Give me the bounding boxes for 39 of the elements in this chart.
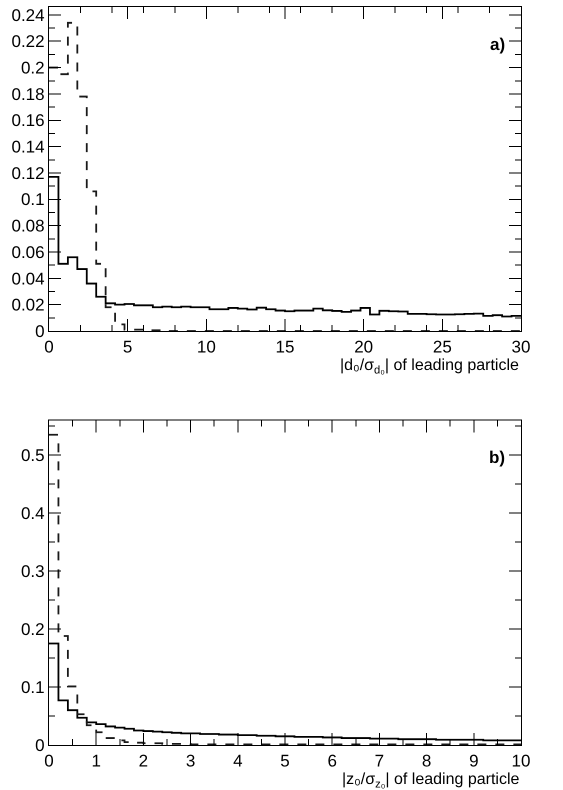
y-tick-label: 0.22 <box>12 32 45 52</box>
y-tick-label: 0.04 <box>12 269 45 288</box>
y-tick-label: 0.08 <box>12 216 45 236</box>
y-tick-label: 0.14 <box>12 138 45 157</box>
y-tick-label: 0.1 <box>20 190 45 210</box>
annotation: a) <box>490 35 506 54</box>
x-tick-label: 4 <box>233 751 243 770</box>
y-tick-label: 0 <box>35 736 45 755</box>
y-tick-label: 0.12 <box>12 164 45 183</box>
y-tick-label: 0.18 <box>12 84 45 104</box>
x-tick-label: 5 <box>122 337 132 356</box>
y-tick-label: 0.2 <box>20 58 45 78</box>
x-axis-title: |d₀/σ$_{d₀}$| of leading particle <box>340 357 520 376</box>
annotation: b) <box>489 448 506 467</box>
y-tick-label: 0.06 <box>12 242 45 262</box>
x-tick-label: 6 <box>327 751 337 770</box>
x-tick-label: 9 <box>469 751 479 770</box>
x-tick-label: 30 <box>512 337 530 356</box>
x-tick-label: 10 <box>512 751 530 770</box>
x-tick-label: 3 <box>186 751 196 770</box>
x-tick-label: 8 <box>422 751 432 770</box>
y-tick-label: 0.4 <box>20 504 45 524</box>
y-tick-label: 0.02 <box>12 296 45 315</box>
y-tick-label: 0.5 <box>20 446 45 466</box>
y-tick-label: 0.2 <box>20 620 45 639</box>
x-axis-title: |z₀/σ$_{z₀}$| of leading particle <box>342 771 520 790</box>
x-tick-label: 25 <box>432 337 452 356</box>
x-tick-label: 20 <box>354 337 374 356</box>
y-tick-label: 0.3 <box>20 562 45 581</box>
y-tick-label: 0.1 <box>20 678 45 697</box>
x-tick-label: 5 <box>280 751 290 770</box>
x-tick-label: 2 <box>138 751 148 770</box>
x-tick-label: 10 <box>196 337 216 356</box>
x-tick-label: 15 <box>276 337 294 356</box>
y-tick-label: 0.24 <box>12 6 45 25</box>
x-tick-label: 7 <box>374 751 384 770</box>
y-tick-label: 0 <box>35 322 45 341</box>
x-tick-label: 1 <box>91 751 101 770</box>
y-tick-label: 0.16 <box>12 111 45 130</box>
